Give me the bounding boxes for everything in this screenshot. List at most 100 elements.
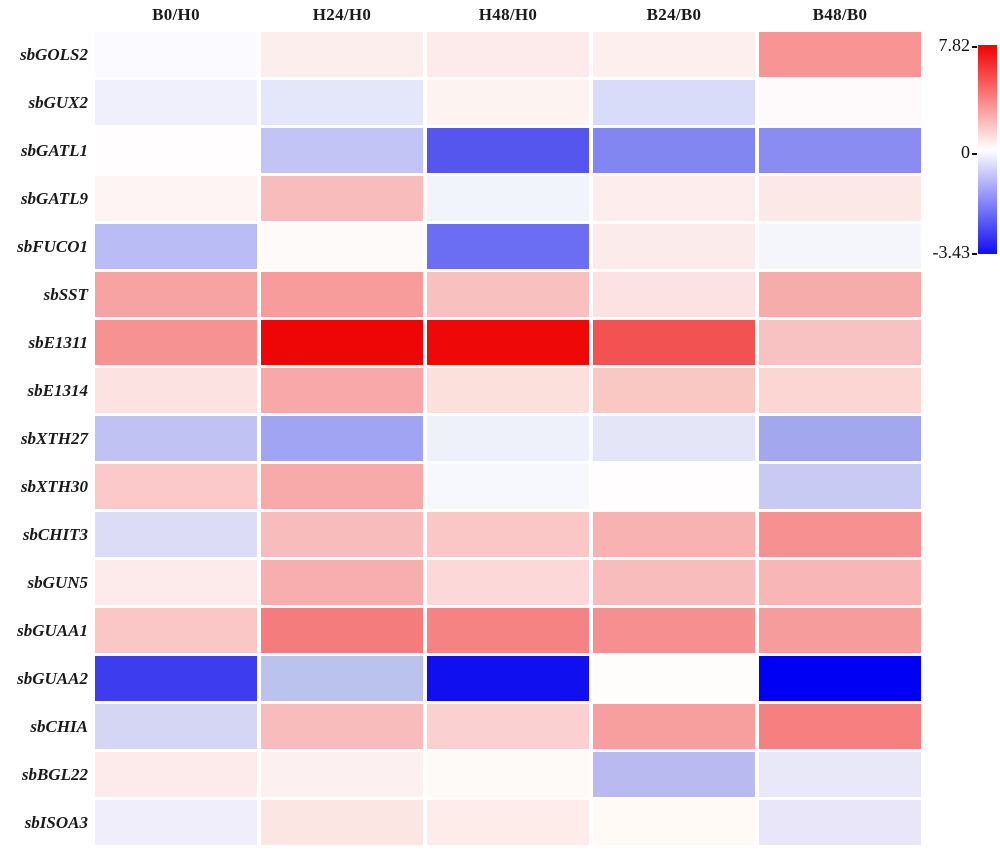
colorbar-tick-icon [972,252,977,255]
row-label: sbGUAA1 [17,621,88,640]
row-label: sbSST [43,285,88,304]
heatmap-cell [759,176,921,221]
row-label: sbXTH27 [20,429,88,448]
heatmap-cell [759,512,921,557]
heatmap-cell [759,272,921,317]
heatmap-cell [95,272,257,317]
heatmap-cell [593,176,755,221]
heatmap-cell [427,320,589,365]
heatmap-cell [261,128,423,173]
heatmap-cell [593,416,755,461]
heatmap-cell [261,800,423,845]
heatmap-cell [95,656,257,701]
row-label: sbGATL1 [20,141,88,160]
heatmap-cell [427,224,589,269]
heatmap-cell [759,608,921,653]
heatmap-cell [593,464,755,509]
heatmap-cell [427,80,589,125]
heatmap-cell [593,656,755,701]
row-label: sbISOA3 [24,813,88,832]
row-label: sbE1311 [28,333,88,352]
colorbar-label-min: -3.43 [932,242,977,262]
heatmap-cell [759,128,921,173]
colorbar-min-value: -3.43 [932,242,971,262]
heatmap-cell [759,656,921,701]
heatmap-cell [261,464,423,509]
heatmap-cell [261,608,423,653]
heatmap-cell [427,752,589,797]
row-label: sbCHIA [30,717,88,736]
heatmap-cell [95,608,257,653]
heatmap-cell [427,800,589,845]
colorbar-tick-icon [972,45,977,48]
column-headers: B0/H0 H24/H0 H48/H0 B24/B0 B48/B0 [95,4,921,26]
heatmap-cell [593,128,755,173]
heatmap-cell [759,800,921,845]
heatmap-cell [593,320,755,365]
heatmap-cell [261,32,423,77]
heatmap-cell [427,416,589,461]
heatmap-cell [593,608,755,653]
colorbar-gradient [978,45,997,254]
colorbar-mid-value: 0 [961,142,970,162]
heatmap-cell [95,512,257,557]
column-header: B0/H0 [152,5,200,24]
column-header: B24/B0 [646,5,702,24]
colorbar-tick-icon [972,152,977,155]
heatmap-cell [759,224,921,269]
heatmap-cell [759,752,921,797]
row-label: sbE1314 [27,381,88,400]
heatmap-cell [261,560,423,605]
heatmap-cell [593,224,755,269]
heatmap-cell [759,320,921,365]
heatmap-cell [759,464,921,509]
heatmap-grid [95,32,921,845]
heatmap-cell [593,368,755,413]
heatmap-cell [261,416,423,461]
row-label: sbFUCO1 [17,237,88,256]
heatmap-cell [95,800,257,845]
heatmap-cell [593,512,755,557]
heatmap-cell [427,272,589,317]
column-header: H24/H0 [312,5,372,24]
heatmap-cell [593,560,755,605]
heatmap-cell [593,704,755,749]
column-header: B48/B0 [812,5,868,24]
heatmap-cell [427,608,589,653]
heatmap-cell [593,752,755,797]
heatmap-cell [427,368,589,413]
heatmap-cell [95,128,257,173]
colorbar-label-mid: 0 [961,142,977,162]
heatmap-cell [759,560,921,605]
colorbar-max-value: 7.82 [938,35,971,55]
heatmap-cell [95,224,257,269]
heatmap-cell [95,704,257,749]
heatmap-cell [95,752,257,797]
row-label: sbCHIT3 [22,525,88,544]
row-label: sbGUAA2 [17,669,88,688]
heatmap-cell [261,512,423,557]
heatmap-cell [593,272,755,317]
heatmap-cell [759,368,921,413]
heatmap-cell [95,320,257,365]
row-label: sbGATL9 [20,189,88,208]
heatmap-cell [759,704,921,749]
row-label: sbGUN5 [27,573,88,592]
heatmap-cell [427,560,589,605]
heatmap-cell [95,416,257,461]
heatmap-cell [427,512,589,557]
row-label: sbGOLS2 [19,45,88,64]
heatmap-cell [427,464,589,509]
colorbar-label-max: 7.82 [938,35,977,55]
row-labels: sbGOLS2 sbGUX2 sbGATL1 sbGATL9 sbFUCO1 sbSST s… [0,32,88,845]
heatmap-cell [261,272,423,317]
heatmap-cell [427,176,589,221]
heatmap-cell [593,800,755,845]
heatmap-cell [261,320,423,365]
heatmap-cell [427,656,589,701]
column-header: H48/H0 [478,5,538,24]
heatmap-cell [95,176,257,221]
heatmap-cell [427,32,589,77]
heatmap-cell [759,416,921,461]
